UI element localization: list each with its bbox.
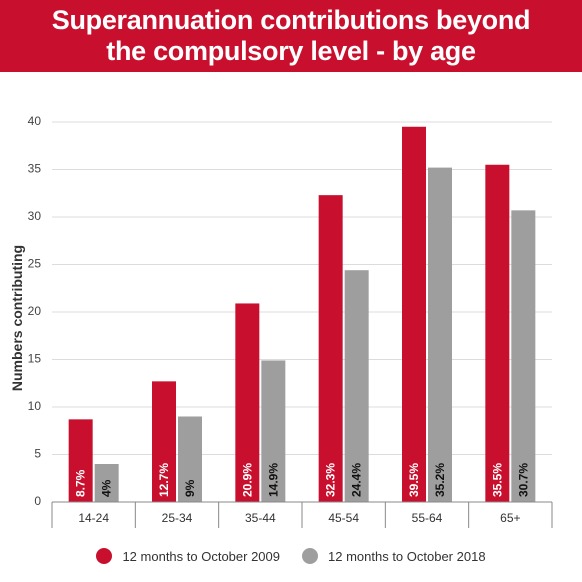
bar-data-label: 4% [100, 479, 114, 497]
bar [402, 126, 426, 502]
bar [485, 164, 510, 502]
y-tick-label: 35 [28, 162, 42, 176]
bar-data-label: 39.5% [407, 463, 421, 497]
legend-swatch-2009 [96, 548, 113, 564]
x-tick-label: 35-44 [245, 511, 276, 525]
x-tick-label: 55-64 [412, 511, 443, 525]
y-tick-label: 5 [34, 447, 41, 461]
chart-title-line-1: Superannuation contributions beyond [51, 5, 531, 35]
chart-title-line-2: the compulsory level - by age [106, 36, 476, 66]
y-tick-label: 15 [28, 352, 42, 366]
bar [235, 303, 260, 502]
bar-data-label: 9% [183, 479, 197, 497]
bar-data-label: 24.4% [350, 463, 364, 497]
bar [178, 416, 202, 502]
bar [94, 464, 119, 502]
bar-data-label: 12.7% [157, 463, 171, 497]
x-tick-label: 14-24 [78, 511, 109, 525]
bar-data-label: 8.7% [74, 469, 88, 497]
title-banner: Superannuation contributions beyond the … [0, 0, 582, 72]
bar [428, 167, 452, 502]
bar-data-label: 35.2% [433, 463, 447, 497]
y-tick-label: 20 [28, 304, 42, 318]
y-tick-label: 0 [34, 494, 41, 508]
bar-data-label: 35.5% [490, 463, 504, 497]
legend-item-2009: 12 months to October 2009 [96, 548, 280, 564]
bar-data-label: 32.3% [324, 463, 338, 497]
bar [152, 381, 176, 502]
bar [261, 360, 286, 502]
bar-data-label: 30.7% [516, 463, 530, 497]
legend-swatch-2018 [302, 548, 318, 564]
bar-data-label: 14.9% [266, 463, 280, 497]
y-tick-label: 40 [28, 114, 42, 128]
legend: 12 months to October 2009 12 months to O… [0, 548, 582, 564]
y-tick-label: 25 [28, 257, 42, 271]
x-tick-label: 65+ [500, 511, 520, 525]
bar [318, 195, 343, 502]
x-tick-label: 25-34 [162, 511, 193, 525]
bar [344, 270, 369, 502]
legend-item-2018: 12 months to October 2018 [302, 548, 486, 564]
y-tick-label: 30 [28, 209, 42, 223]
bar-data-label: 20.9% [240, 463, 254, 497]
y-tick-label: 10 [28, 399, 42, 413]
bar [68, 419, 93, 502]
y-axis-label: Numbers contributing [9, 245, 25, 391]
legend-label-2009: 12 months to October 2009 [122, 548, 280, 564]
bar [511, 210, 536, 502]
bar-chart: 0 5 10 15 20 25 30 35 40 Numbers contributing 8.7%… [9, 114, 553, 528]
legend-label-2018: 12 months to October 2018 [328, 548, 486, 564]
x-tick-label: 45-54 [328, 511, 359, 525]
